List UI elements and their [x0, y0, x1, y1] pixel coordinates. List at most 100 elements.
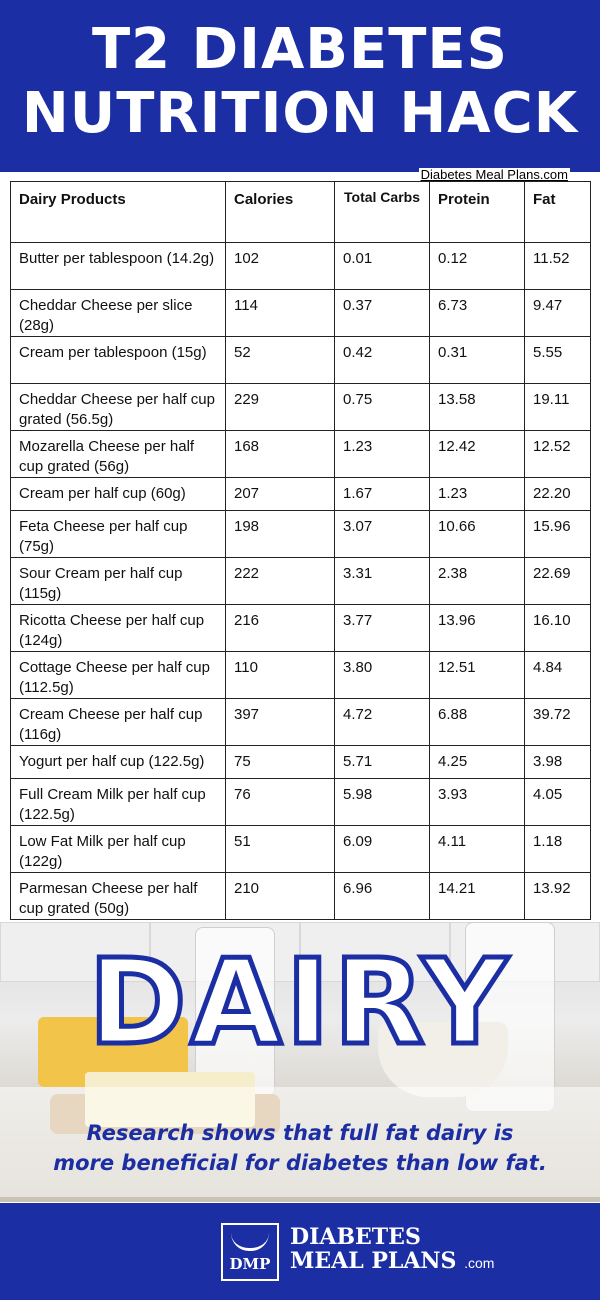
cell-protein: 1.23 [429, 477, 525, 511]
cell-calories: 102 [225, 242, 335, 290]
brand-name: DIABETES MEAL PLANS .com [290, 1225, 494, 1275]
col-header-total-carbs: Total Carbs [334, 181, 430, 243]
cell-total-carbs: 6.09 [334, 825, 430, 873]
cell-calories: 397 [225, 698, 335, 746]
nutrition-table: Dairy Products Calories Total Carbs Prot… [10, 181, 591, 920]
title-line-2: NUTRITION HACK [21, 81, 579, 146]
cell-fat: 9.47 [524, 289, 591, 337]
cell-calories: 216 [225, 604, 335, 652]
cell-protein: 13.58 [429, 383, 525, 431]
milk-jar [195, 927, 275, 1097]
table-row: Cottage Cheese per half cup (112.5g) 110 3… [10, 651, 591, 699]
brand-line-2: MEAL PLANS [290, 1248, 457, 1274]
cell-protein: 14.21 [429, 872, 525, 920]
cell-protein: 3.93 [429, 778, 525, 826]
cell-total-carbs: 0.42 [334, 336, 430, 384]
cell-protein: 2.38 [429, 557, 525, 605]
wall-tile [0, 922, 150, 982]
cell-calories: 52 [225, 336, 335, 384]
cell-total-carbs: 3.07 [334, 510, 430, 558]
cell-product: Butter per tablespoon (14.2g) [10, 242, 226, 290]
header-banner: T2 DIABETES NUTRITION HACK [0, 0, 600, 172]
cell-protein: 0.12 [429, 242, 525, 290]
cell-calories: 51 [225, 825, 335, 873]
cell-total-carbs: 0.01 [334, 242, 430, 290]
cell-calories: 168 [225, 430, 335, 478]
cell-protein: 10.66 [429, 510, 525, 558]
table-row: Sour Cream per half cup (115g) 222 3.31 2.3… [10, 557, 591, 605]
cell-calories: 222 [225, 557, 335, 605]
cell-total-carbs: 3.80 [334, 651, 430, 699]
cell-total-carbs: 5.98 [334, 778, 430, 826]
cell-calories: 229 [225, 383, 335, 431]
cell-calories: 114 [225, 289, 335, 337]
cell-product: Cheddar Cheese per half cup grated (56.5… [10, 383, 226, 431]
wall-tile [300, 922, 450, 982]
table-row: Full Cream Milk per half cup (122.5g) 76 5… [10, 778, 591, 826]
table-header-row: Dairy Products Calories Total Carbs Prot… [10, 181, 591, 243]
table-row: Ricotta Cheese per half cup (124g) 216 3.7… [10, 604, 591, 652]
research-line-2: more beneficial for diabetes than low fa… [53, 1151, 547, 1175]
table-row: Cheddar Cheese per slice (28g) 114 0.37 6.7… [10, 289, 591, 337]
cell-product: Yogurt per half cup (122.5g) [10, 745, 226, 779]
col-header-fat: Fat [524, 181, 591, 243]
table-row: Mozarella Cheese per half cup grated (56… [10, 430, 591, 478]
cell-product: Parmesan Cheese per half cup grated (50g… [10, 872, 226, 920]
cell-protein: 13.96 [429, 604, 525, 652]
cell-calories: 207 [225, 477, 335, 511]
col-header-calories: Calories [225, 181, 335, 243]
cottage-cheese-bowl [378, 1022, 508, 1097]
cell-protein: 6.88 [429, 698, 525, 746]
table-row: Cream per tablespoon (15g) 52 0.42 0.31 5.55 [10, 336, 591, 384]
table-row: Parmesan Cheese per half cup grated (50g… [10, 872, 591, 920]
cell-product: Sour Cream per half cup (115g) [10, 557, 226, 605]
table-row: Cream per half cup (60g) 207 1.67 1.23 22.20 [10, 477, 591, 511]
cell-product: Cream per tablespoon (15g) [10, 336, 226, 384]
table-row: Butter per tablespoon (14.2g) 102 0.01 0.12… [10, 242, 591, 290]
cell-product: Mozarella Cheese per half cup grated (56… [10, 430, 226, 478]
cell-fat: 13.92 [524, 872, 591, 920]
brand-line-1: DIABETES [290, 1224, 421, 1250]
cell-fat: 5.55 [524, 336, 591, 384]
site-link[interactable]: Diabetes Meal Plans.com [418, 167, 570, 182]
dairy-heading: DAIRY [86, 931, 512, 1074]
nutrition-table-container: Dairy Products Calories Total Carbs Prot… [10, 181, 591, 920]
cell-calories: 75 [225, 745, 335, 779]
cell-protein: 6.73 [429, 289, 525, 337]
col-header-dairy-products: Dairy Products [10, 181, 226, 243]
cell-total-carbs: 6.96 [334, 872, 430, 920]
cell-product: Ricotta Cheese per half cup (124g) [10, 604, 226, 652]
table-row: Feta Cheese per half cup (75g) 198 3.07 10.… [10, 510, 591, 558]
cell-total-carbs: 1.23 [334, 430, 430, 478]
cell-fat: 19.11 [524, 383, 591, 431]
cell-fat: 12.52 [524, 430, 591, 478]
cell-fat: 39.72 [524, 698, 591, 746]
research-text: Research shows that full fat dairy is mo… [0, 1118, 600, 1178]
cell-fat: 4.84 [524, 651, 591, 699]
cell-product: Feta Cheese per half cup (75g) [10, 510, 226, 558]
cell-fat: 3.98 [524, 745, 591, 779]
research-line-1: Research shows that full fat dairy is [86, 1121, 514, 1145]
table-row: Low Fat Milk per half cup (122g) 51 6.09 4.… [10, 825, 591, 873]
cell-product: Cream Cheese per half cup (116g) [10, 698, 226, 746]
cell-product: Low Fat Milk per half cup (122g) [10, 825, 226, 873]
cell-total-carbs: 3.31 [334, 557, 430, 605]
cell-calories: 76 [225, 778, 335, 826]
cell-calories: 110 [225, 651, 335, 699]
cell-total-carbs: 5.71 [334, 745, 430, 779]
cell-calories: 198 [225, 510, 335, 558]
plate-icon [231, 1233, 269, 1251]
cell-fat: 16.10 [524, 604, 591, 652]
cell-total-carbs: 1.67 [334, 477, 430, 511]
cell-fat: 11.52 [524, 242, 591, 290]
brand-suffix: .com [464, 1255, 495, 1271]
cell-total-carbs: 0.37 [334, 289, 430, 337]
cell-product: Full Cream Milk per half cup (122.5g) [10, 778, 226, 826]
cell-fat: 15.96 [524, 510, 591, 558]
cell-protein: 0.31 [429, 336, 525, 384]
cell-total-carbs: 0.75 [334, 383, 430, 431]
cell-protein: 12.42 [429, 430, 525, 478]
cell-product: Cream per half cup (60g) [10, 477, 226, 511]
table-row: Cream Cheese per half cup (116g) 397 4.72 6… [10, 698, 591, 746]
cell-protein: 12.51 [429, 651, 525, 699]
